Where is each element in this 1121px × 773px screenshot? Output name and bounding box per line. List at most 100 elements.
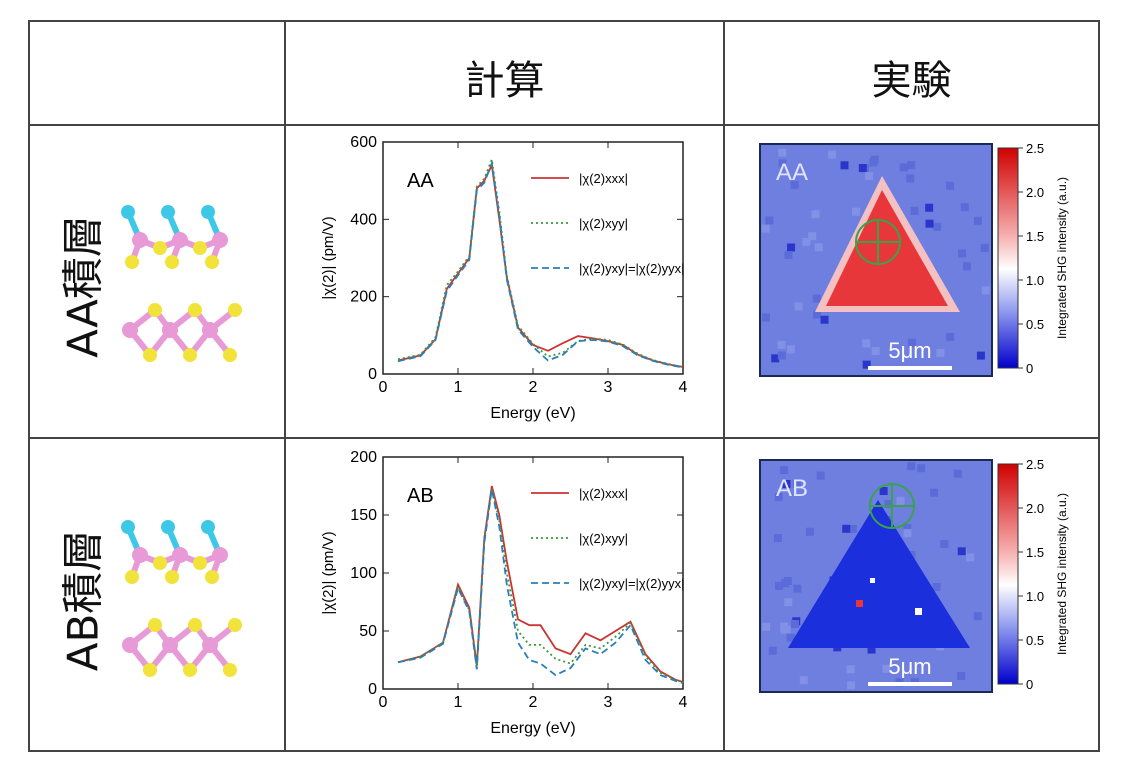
- colorbar-tick-label: 2.5: [1026, 457, 1044, 472]
- map-pixel: [957, 671, 966, 680]
- colorbar: [997, 463, 1019, 685]
- map-pixel: [840, 161, 849, 170]
- map-pixel: [805, 527, 814, 536]
- map-pixel: [910, 206, 919, 215]
- y-tick-label: 50: [359, 623, 377, 640]
- y-axis-label: |χ(2)| (pm/V): [320, 531, 337, 614]
- atom: [201, 205, 215, 219]
- atom: [172, 547, 188, 563]
- atom: [132, 547, 148, 563]
- map-pixel: [907, 462, 916, 471]
- y-tick-label: 200: [350, 449, 377, 466]
- table-col-2: [723, 20, 725, 752]
- map-pixel: [820, 315, 829, 324]
- atom: [161, 205, 175, 219]
- atom: [193, 241, 207, 255]
- atom: [228, 303, 242, 317]
- panel-label: AB: [407, 485, 434, 507]
- x-tick-label: 2: [529, 694, 538, 711]
- y-tick-label: 150: [350, 507, 377, 524]
- map-pixel: [903, 523, 912, 532]
- shg-map-ab-svg: AB 5μm 2.5 2.0 1.5 1.0 0.5 0 Integrated SHG inte…: [759, 457, 1069, 693]
- map-pixel: [953, 469, 962, 478]
- map-pixel: [761, 224, 770, 233]
- scale-bar: [868, 366, 952, 370]
- series-line: [397, 489, 684, 685]
- map-pixel: [816, 471, 825, 480]
- atom: [121, 205, 135, 219]
- colorbar-title: Integrated SHG intensity (a.u.): [1055, 177, 1069, 339]
- colorbar-tick-label: 1.5: [1026, 229, 1044, 244]
- map-pixel: [813, 310, 822, 319]
- colorbar-tick-label: 1.0: [1026, 273, 1044, 288]
- colorbar-tick-label: 1.5: [1026, 545, 1044, 560]
- x-tick-label: 4: [679, 694, 688, 711]
- legend-label: |χ(2)xyy|: [579, 216, 628, 231]
- atom: [223, 663, 237, 677]
- map-pixel: [936, 348, 945, 357]
- x-tick-label: 1: [454, 694, 463, 711]
- colorbar-tick-label: 2.0: [1026, 185, 1044, 200]
- axes: 0 1 2 3 4 0 50 100 150 200 Energy (eV) |χ(2)| (pm/V…: [320, 449, 688, 737]
- atom: [122, 322, 138, 338]
- atom: [183, 663, 197, 677]
- atom: [212, 232, 228, 248]
- map-pixel: [778, 159, 787, 168]
- map-pixel: [903, 529, 912, 538]
- colorbar-title: Integrated SHG intensity (a.u.): [1055, 493, 1069, 655]
- map-pixel: [780, 622, 789, 631]
- map-pixel: [765, 216, 774, 225]
- map-pixel: [842, 524, 851, 533]
- map-pixel: [973, 612, 982, 621]
- row-label-aa: AA積層: [58, 215, 108, 358]
- colorbar-tick-label: 0.5: [1026, 633, 1044, 648]
- map-pixel: [847, 681, 856, 690]
- atom: [188, 303, 202, 317]
- map-pixel: [761, 313, 770, 322]
- atom: [202, 637, 218, 653]
- map-pixel: [906, 174, 915, 183]
- map-pixel: [980, 243, 989, 252]
- map-pixel: [946, 332, 955, 341]
- molecule-aa: [121, 205, 242, 362]
- map-pixel: [777, 351, 786, 360]
- map-pixel: [870, 578, 875, 583]
- map-pixel: [933, 222, 942, 231]
- map-pixel: [792, 479, 801, 488]
- atom: [143, 348, 157, 362]
- map-pixel: [925, 219, 934, 228]
- table-border-right: [1098, 20, 1100, 752]
- atom: [212, 547, 228, 563]
- map-pixel: [773, 534, 782, 543]
- series-line: [397, 485, 684, 683]
- map-pixel: [814, 243, 823, 252]
- legend-label: |χ(2)yxy|=|χ(2)yyx|: [579, 576, 685, 591]
- map-pixel: [762, 622, 771, 631]
- map-pixel: [786, 345, 795, 354]
- map-pixel: [896, 496, 905, 505]
- map-pixel: [884, 499, 893, 508]
- map-pixel: [899, 163, 908, 172]
- atom: [205, 255, 219, 269]
- series-line: [397, 159, 684, 369]
- map-pixel: [856, 600, 863, 607]
- map-pixel: [778, 148, 787, 157]
- map-pixel: [882, 664, 891, 673]
- table-rule-middle: [28, 437, 1100, 439]
- map-pixel: [858, 164, 867, 173]
- map-pixel: [907, 338, 916, 347]
- chart-aa-svg: 0 1 2 3 4 0 200 400 600 Energy (eV) |χ(2)| (pm/V) A…: [320, 134, 688, 422]
- map-pixel: [862, 360, 871, 369]
- colorbar-tick-label: 0: [1026, 677, 1033, 692]
- header-exp: 実験: [871, 58, 952, 104]
- atom: [193, 556, 207, 570]
- map-pixel: [973, 216, 982, 225]
- map-pixel: [981, 286, 990, 295]
- map-pixel: [780, 466, 789, 475]
- atom: [183, 348, 197, 362]
- table-border-left: [28, 20, 30, 752]
- table-rule-header: [28, 124, 1100, 126]
- scale-bar-label: 5μm: [888, 338, 931, 363]
- map-pixel: [828, 150, 837, 159]
- map-pixel: [775, 581, 784, 590]
